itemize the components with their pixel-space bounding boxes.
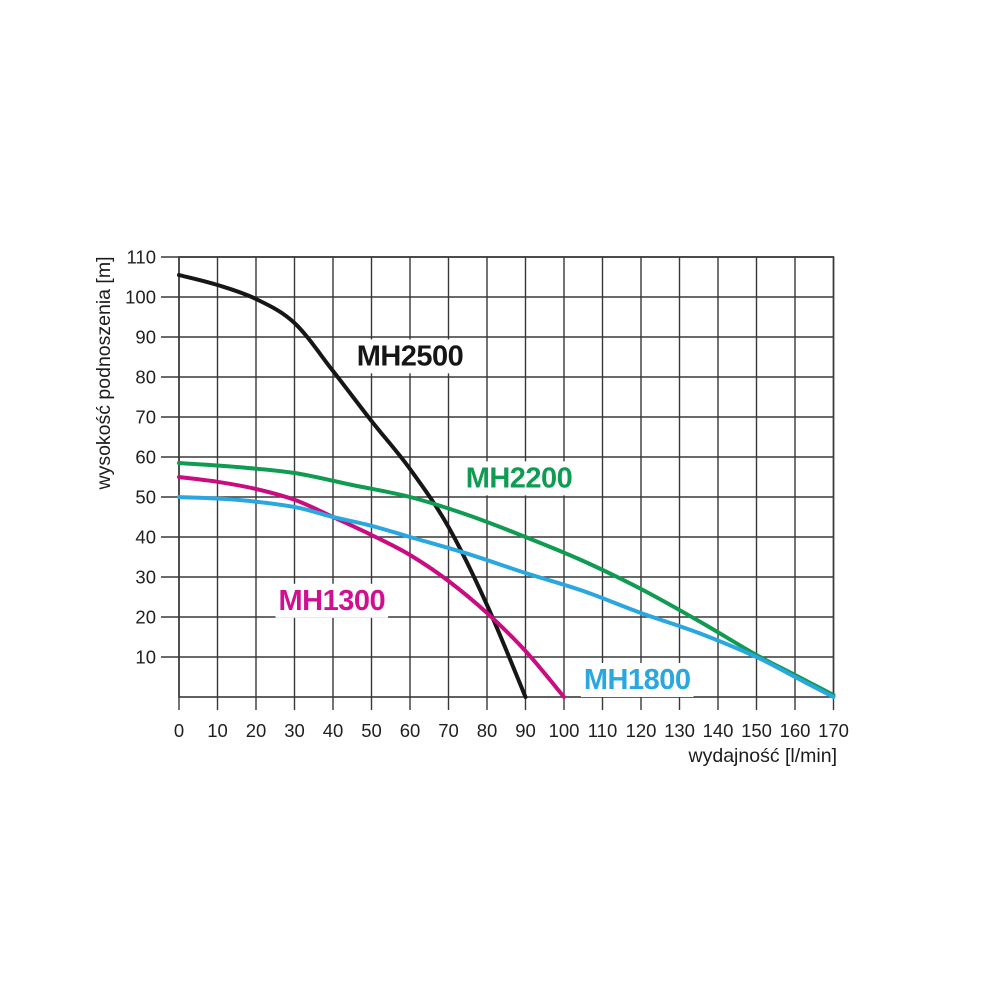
curve-mh2500 bbox=[177, 273, 528, 699]
tick-label-layer: 10 20 30 40 50 60 70 80 90 100 110 0 10 20 30 40 50 60 70 8… bbox=[125, 247, 849, 742]
y-tick-label: 110 bbox=[127, 247, 157, 268]
y-tick-label: 40 bbox=[135, 527, 156, 548]
x-tick-label: 60 bbox=[400, 720, 421, 741]
x-tick-label: 140 bbox=[703, 720, 734, 741]
curve-mh2200 bbox=[177, 461, 836, 697]
curve-label-mh2500: MH2500 bbox=[357, 340, 464, 372]
curve-layer bbox=[177, 273, 836, 699]
x-tick-label: 160 bbox=[780, 720, 811, 741]
x-axis-title: wydajność [l/min] bbox=[688, 745, 837, 767]
curve-label-bg bbox=[462, 461, 576, 496]
curve-mh1300 bbox=[177, 475, 566, 699]
x-tick-label: 20 bbox=[246, 720, 267, 741]
y-tick-label: 90 bbox=[135, 327, 156, 348]
x-tick-label: 30 bbox=[284, 720, 305, 741]
x-tick-label: 10 bbox=[207, 720, 228, 741]
x-tick-label: 0 bbox=[174, 720, 184, 741]
y-tick-label: 80 bbox=[135, 367, 156, 388]
y-tick-label: 30 bbox=[135, 567, 156, 588]
y-tick-label: 50 bbox=[135, 487, 156, 508]
x-tick-label: 80 bbox=[477, 720, 498, 741]
grid-layer bbox=[161, 256, 835, 710]
curve-label-bg bbox=[275, 583, 389, 618]
x-tick-label: 70 bbox=[438, 720, 459, 741]
x-tick-label: 90 bbox=[515, 720, 536, 741]
y-axis-title: wysokość podnoszenia [m] bbox=[93, 256, 115, 490]
x-tick-label: 120 bbox=[626, 720, 657, 741]
y-tick-label: 10 bbox=[135, 647, 156, 668]
curve-label-mh1300: MH1300 bbox=[278, 585, 385, 617]
y-tick-label: 100 bbox=[125, 287, 156, 308]
x-tick-label: 110 bbox=[588, 720, 618, 741]
curve-label-bg bbox=[580, 663, 694, 697]
curve-label-bg bbox=[353, 339, 467, 374]
y-tick-label: 70 bbox=[135, 407, 156, 428]
y-tick-label: 20 bbox=[135, 607, 156, 628]
x-tick-label: 40 bbox=[323, 720, 344, 741]
x-tick-label: 130 bbox=[664, 720, 695, 741]
curve-label-mh2200: MH2200 bbox=[466, 462, 573, 494]
y-tick-label: 60 bbox=[135, 447, 156, 468]
curve-label-layer: MH2500 MH2200 MH1300 MH1800 bbox=[275, 339, 694, 697]
curve-mh1800 bbox=[177, 495, 836, 699]
x-tick-label: 150 bbox=[741, 720, 772, 741]
x-tick-label: 50 bbox=[361, 720, 382, 741]
curve-label-mh1800: MH1800 bbox=[584, 664, 691, 696]
x-tick-label: 170 bbox=[818, 720, 849, 741]
x-tick-label: 100 bbox=[549, 720, 580, 741]
